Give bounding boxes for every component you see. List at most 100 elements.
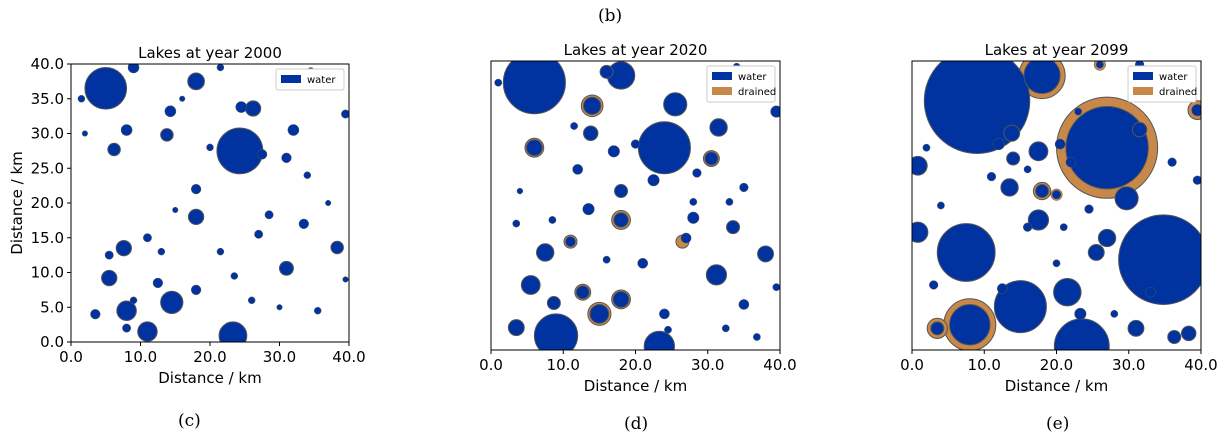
legend-label-drained: drained [1159,87,1197,98]
water-lake [342,276,349,283]
panel-1: Lakes at year 2020 0.0 10.0 20.0 30.0 40.0 Dis… [479,41,797,395]
water-lake [143,233,152,243]
legend: water [275,68,345,91]
water-lake [1059,223,1068,232]
water-lake [997,283,1008,294]
water-lake [589,303,610,324]
legend-swatch-water [1133,72,1153,80]
water-lake [1052,259,1061,268]
water-lake [709,118,728,137]
water-lake [512,219,521,228]
y-tick-label: 35.0 [31,90,64,108]
water-lake [739,182,749,193]
x-tick-label: 30.0 [263,348,296,366]
x-tick-label: 40.0 [763,356,796,374]
x-tick-label: 20.0 [1040,356,1073,374]
legend: water drained [1127,65,1197,103]
water-lake [1097,228,1117,248]
x-axis-label: Distance / km [1005,377,1108,395]
water-lake [264,210,274,220]
legend-swatch-water [281,75,301,83]
chart-title: Lakes at year 2020 [564,41,708,59]
legend-box [275,68,345,91]
y-tick-label: 0.0 [40,333,64,351]
water-lake [757,245,774,263]
water-lake [1000,178,1019,197]
water-lake [1051,190,1062,200]
legend-label-water: water [738,72,767,83]
water-lake [637,257,649,269]
water-lake [516,187,524,195]
x-tick-label: 10.0 [968,356,1001,374]
water-lake [602,255,611,264]
x-tick-label: 20.0 [193,348,226,366]
water-lake [279,260,294,276]
water-lake [659,308,670,320]
water-lake [1027,209,1050,231]
water-lake [704,151,719,166]
water-lake [582,203,595,216]
water-lake [612,290,630,308]
water-lake [187,208,205,226]
panel-label-e: (e) [1046,414,1070,434]
water-lake [1023,222,1033,232]
legend-label-water: water [307,75,336,86]
y-tick-label: 15.0 [31,229,64,247]
water-lake [84,66,128,110]
x-tick-label: 0.0 [59,348,83,366]
water-lake [137,321,158,342]
y-tick-label: 25.0 [31,159,64,177]
x-tick-label: 30.0 [691,356,724,374]
lakes-layer [77,64,349,342]
water-lake [525,139,543,157]
water-lake [216,247,225,256]
water-lake [1114,186,1139,211]
water-lake [257,149,268,160]
water-lake [1180,325,1197,342]
lakes-layer [912,61,1201,350]
water-lake [1003,124,1021,142]
water-lake [230,272,239,280]
water-lake [582,125,599,141]
y-tick-label: 20.0 [31,194,64,212]
legend-swatch-drained [712,87,732,95]
water-lake [1167,329,1182,344]
water-lake [1192,175,1201,185]
water-lake [548,216,557,224]
water-lake [687,211,700,224]
water-lake [705,264,728,286]
water-lake [930,321,945,336]
water-lake [235,101,248,113]
x-tick-label: 30.0 [1112,356,1145,374]
water-lake [1006,151,1021,166]
water-lake [190,284,202,295]
water-lake [937,201,945,210]
water-lake [287,124,300,136]
water-lake [1191,104,1201,117]
water-lake [599,64,614,79]
water-lake [314,307,322,315]
water-lake [1110,310,1119,318]
water-lake [725,198,734,206]
water-lake [1023,61,1061,95]
water-lake [647,174,660,187]
water-lake [81,130,88,137]
water-lake [1084,204,1094,214]
water-lake [923,61,1031,154]
x-axis-label: Distance / km [158,369,261,387]
water-lake [172,206,179,213]
water-lake [216,64,225,72]
x-tick-label: 10.0 [124,348,157,366]
water-lake [936,223,996,282]
top-panel-label: (b) [598,6,623,26]
y-tick-label: 10.0 [31,264,64,282]
water-lake [325,199,332,207]
water-lake [664,325,672,334]
water-lake [1087,244,1105,261]
x-tick-label: 40.0 [1184,356,1217,374]
water-lake [244,100,262,117]
water-lake [281,152,292,163]
water-lake [630,139,641,149]
water-lake [160,128,174,142]
